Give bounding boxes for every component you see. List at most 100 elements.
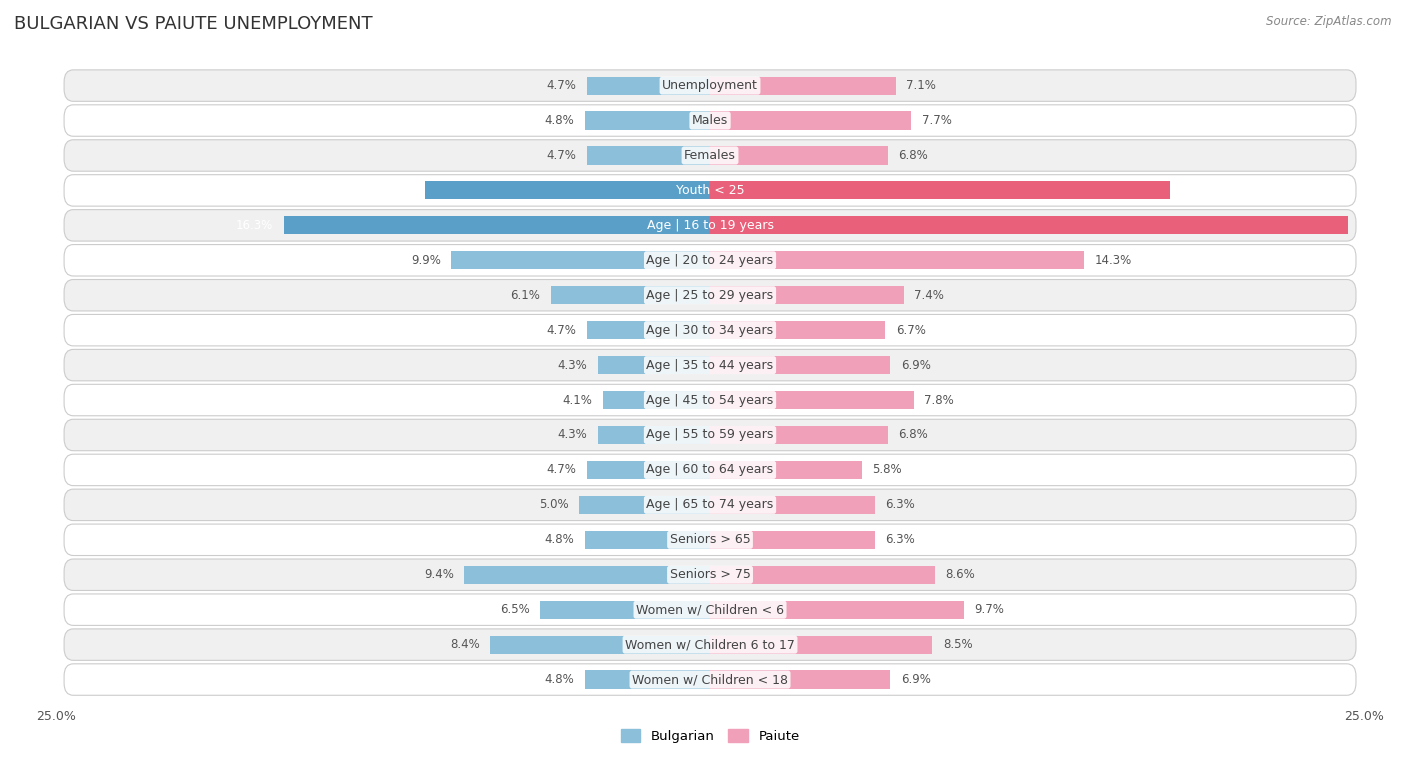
Bar — [579, 496, 710, 514]
Text: 17.6%: 17.6% — [1181, 184, 1218, 197]
FancyBboxPatch shape — [65, 210, 1355, 241]
Text: 7.4%: 7.4% — [914, 288, 943, 302]
Text: Youth < 25: Youth < 25 — [676, 184, 744, 197]
FancyBboxPatch shape — [65, 350, 1355, 381]
Text: Age | 60 to 64 years: Age | 60 to 64 years — [647, 463, 773, 476]
FancyBboxPatch shape — [65, 454, 1355, 486]
Bar — [588, 76, 710, 95]
FancyBboxPatch shape — [65, 385, 1355, 416]
Text: Seniors > 65: Seniors > 65 — [669, 533, 751, 547]
Bar — [464, 565, 710, 584]
Bar — [710, 426, 887, 444]
Text: 8.6%: 8.6% — [945, 569, 976, 581]
FancyBboxPatch shape — [65, 70, 1355, 101]
Text: 4.1%: 4.1% — [562, 394, 592, 407]
Legend: Bulgarian, Paiute: Bulgarian, Paiute — [616, 724, 804, 748]
FancyBboxPatch shape — [65, 489, 1355, 521]
Text: 4.8%: 4.8% — [544, 673, 574, 686]
Bar — [710, 600, 963, 618]
Text: 4.8%: 4.8% — [544, 114, 574, 127]
Text: 6.3%: 6.3% — [886, 533, 915, 547]
Text: 24.4%: 24.4% — [1358, 219, 1396, 232]
Bar — [491, 636, 710, 654]
Text: 4.3%: 4.3% — [557, 359, 588, 372]
Text: Age | 45 to 54 years: Age | 45 to 54 years — [647, 394, 773, 407]
Text: 4.3%: 4.3% — [557, 428, 588, 441]
Bar — [588, 146, 710, 164]
Bar — [710, 251, 1084, 269]
FancyBboxPatch shape — [65, 524, 1355, 556]
FancyBboxPatch shape — [65, 594, 1355, 625]
Text: 4.7%: 4.7% — [547, 149, 576, 162]
Text: 4.7%: 4.7% — [547, 79, 576, 92]
Text: 6.8%: 6.8% — [898, 428, 928, 441]
Bar — [710, 356, 890, 374]
Bar — [710, 76, 896, 95]
Text: Age | 20 to 24 years: Age | 20 to 24 years — [647, 254, 773, 266]
Text: Age | 30 to 34 years: Age | 30 to 34 years — [647, 324, 773, 337]
Bar — [585, 531, 710, 549]
Bar — [598, 356, 710, 374]
Bar — [710, 286, 904, 304]
Text: 16.3%: 16.3% — [236, 219, 273, 232]
Text: Males: Males — [692, 114, 728, 127]
Text: 9.7%: 9.7% — [974, 603, 1004, 616]
Text: 6.3%: 6.3% — [886, 498, 915, 512]
Bar — [710, 496, 875, 514]
Bar — [588, 461, 710, 479]
Bar — [585, 671, 710, 689]
Text: 4.8%: 4.8% — [544, 533, 574, 547]
Bar — [710, 671, 890, 689]
Text: 5.0%: 5.0% — [538, 498, 569, 512]
Text: Females: Females — [685, 149, 735, 162]
Bar — [710, 217, 1348, 235]
Text: BULGARIAN VS PAIUTE UNEMPLOYMENT: BULGARIAN VS PAIUTE UNEMPLOYMENT — [14, 15, 373, 33]
Bar — [425, 182, 710, 200]
FancyBboxPatch shape — [65, 279, 1355, 311]
Text: 14.3%: 14.3% — [1094, 254, 1132, 266]
Text: Source: ZipAtlas.com: Source: ZipAtlas.com — [1267, 15, 1392, 28]
Text: 6.9%: 6.9% — [901, 359, 931, 372]
FancyBboxPatch shape — [65, 629, 1355, 660]
Text: 6.7%: 6.7% — [896, 324, 925, 337]
Bar — [540, 600, 710, 618]
Bar — [710, 182, 1170, 200]
Text: 10.9%: 10.9% — [377, 184, 415, 197]
Text: Age | 35 to 44 years: Age | 35 to 44 years — [647, 359, 773, 372]
Text: Women w/ Children 6 to 17: Women w/ Children 6 to 17 — [626, 638, 794, 651]
Text: 5.8%: 5.8% — [872, 463, 901, 476]
Bar — [710, 321, 886, 339]
Bar — [603, 391, 710, 409]
Text: 7.1%: 7.1% — [905, 79, 936, 92]
Bar — [284, 217, 710, 235]
Bar — [451, 251, 710, 269]
Text: 6.5%: 6.5% — [501, 603, 530, 616]
FancyBboxPatch shape — [65, 664, 1355, 695]
Text: Women w/ Children < 18: Women w/ Children < 18 — [633, 673, 787, 686]
Text: 6.9%: 6.9% — [901, 673, 931, 686]
Text: 7.8%: 7.8% — [925, 394, 955, 407]
FancyBboxPatch shape — [65, 140, 1355, 171]
FancyBboxPatch shape — [65, 314, 1355, 346]
Text: Women w/ Children < 6: Women w/ Children < 6 — [636, 603, 785, 616]
Bar — [551, 286, 710, 304]
Text: 4.7%: 4.7% — [547, 463, 576, 476]
Text: Age | 65 to 74 years: Age | 65 to 74 years — [647, 498, 773, 512]
FancyBboxPatch shape — [65, 245, 1355, 276]
Text: 8.5%: 8.5% — [943, 638, 973, 651]
Bar — [710, 636, 932, 654]
Text: 9.4%: 9.4% — [423, 569, 454, 581]
Text: 6.1%: 6.1% — [510, 288, 540, 302]
Text: 4.7%: 4.7% — [547, 324, 576, 337]
Bar — [710, 461, 862, 479]
Text: 6.8%: 6.8% — [898, 149, 928, 162]
Text: 9.9%: 9.9% — [411, 254, 440, 266]
Bar — [710, 391, 914, 409]
FancyBboxPatch shape — [65, 559, 1355, 590]
Bar — [710, 111, 911, 129]
Text: Age | 25 to 29 years: Age | 25 to 29 years — [647, 288, 773, 302]
Text: 7.7%: 7.7% — [922, 114, 952, 127]
Text: Age | 16 to 19 years: Age | 16 to 19 years — [647, 219, 773, 232]
Text: Age | 55 to 59 years: Age | 55 to 59 years — [647, 428, 773, 441]
Bar — [585, 111, 710, 129]
